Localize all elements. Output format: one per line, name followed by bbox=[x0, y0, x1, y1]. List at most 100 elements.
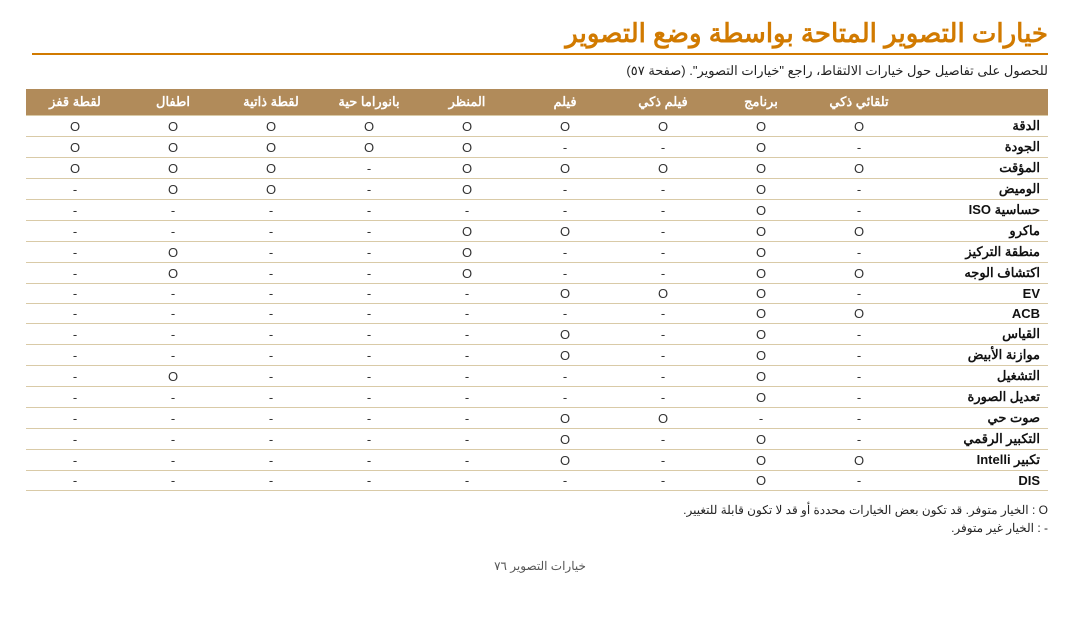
cell: O bbox=[810, 158, 908, 179]
cell: - bbox=[222, 450, 320, 471]
cell: - bbox=[418, 471, 516, 491]
cell: O bbox=[614, 158, 712, 179]
row-label: EV bbox=[908, 284, 1048, 304]
cell: O bbox=[712, 345, 810, 366]
cell: - bbox=[320, 408, 418, 429]
cell: - bbox=[222, 284, 320, 304]
cell: O bbox=[418, 137, 516, 158]
cell: O bbox=[124, 263, 222, 284]
header-col-0: تلقائي ذكي bbox=[810, 89, 908, 116]
cell: - bbox=[418, 429, 516, 450]
cell: - bbox=[222, 324, 320, 345]
cell: O bbox=[516, 345, 614, 366]
header-col-6: لقطة ذاتية bbox=[222, 89, 320, 116]
cell: - bbox=[418, 450, 516, 471]
table-row: المؤقتOOOOO-OOO bbox=[26, 158, 1048, 179]
table-row: EV-OOO----- bbox=[26, 284, 1048, 304]
cell: O bbox=[516, 221, 614, 242]
table-body: الدقةOOOOOOOOOالجودة-O--OOOOOالمؤقتOOOOO… bbox=[26, 116, 1048, 491]
cell: O bbox=[418, 116, 516, 137]
cell: - bbox=[418, 366, 516, 387]
table-row: ACBOO------- bbox=[26, 304, 1048, 324]
row-label: منطقة التركيز bbox=[908, 242, 1048, 263]
cell: - bbox=[26, 242, 124, 263]
cell: - bbox=[320, 324, 418, 345]
cell: - bbox=[26, 408, 124, 429]
cell: - bbox=[124, 345, 222, 366]
table-row: الدقةOOOOOOOOO bbox=[26, 116, 1048, 137]
table-head: تلقائي ذكي برنامج فيلم ذكي فيلم المنظر ب… bbox=[26, 89, 1048, 116]
cell: - bbox=[26, 366, 124, 387]
row-label: الوميض bbox=[908, 179, 1048, 200]
header-col-3: فيلم bbox=[516, 89, 614, 116]
cell: - bbox=[320, 471, 418, 491]
cell: O bbox=[26, 137, 124, 158]
page-root: خيارات التصوير المتاحة بواسطة وضع التصوي… bbox=[0, 0, 1080, 583]
cell: - bbox=[418, 200, 516, 221]
row-label: المؤقت bbox=[908, 158, 1048, 179]
cell: - bbox=[26, 304, 124, 324]
cell: O bbox=[418, 158, 516, 179]
cell: - bbox=[516, 242, 614, 263]
cell: O bbox=[712, 366, 810, 387]
cell: O bbox=[712, 429, 810, 450]
table-row: القياس-O-O----- bbox=[26, 324, 1048, 345]
cell: - bbox=[26, 324, 124, 345]
cell: - bbox=[810, 179, 908, 200]
cell: - bbox=[222, 221, 320, 242]
table-row: منطقة التركيز-O--O--O- bbox=[26, 242, 1048, 263]
cell: - bbox=[222, 471, 320, 491]
cell: - bbox=[810, 408, 908, 429]
cell: O bbox=[712, 200, 810, 221]
cell: - bbox=[516, 179, 614, 200]
cell: O bbox=[516, 158, 614, 179]
cell: - bbox=[614, 221, 712, 242]
cell: O bbox=[516, 116, 614, 137]
cell: O bbox=[614, 408, 712, 429]
cell: O bbox=[320, 116, 418, 137]
cell: - bbox=[320, 158, 418, 179]
cell: - bbox=[222, 429, 320, 450]
cell: - bbox=[418, 324, 516, 345]
cell: - bbox=[810, 366, 908, 387]
cell: O bbox=[418, 242, 516, 263]
cell: O bbox=[516, 429, 614, 450]
cell: - bbox=[614, 137, 712, 158]
cell: - bbox=[26, 471, 124, 491]
cell: - bbox=[26, 387, 124, 408]
cell: - bbox=[516, 387, 614, 408]
cell: O bbox=[124, 116, 222, 137]
table-row: حساسية ISO-O------- bbox=[26, 200, 1048, 221]
header-col-5: بانوراما حية bbox=[320, 89, 418, 116]
row-label: اكتشاف الوجه bbox=[908, 263, 1048, 284]
cell: - bbox=[124, 200, 222, 221]
table-row: ماكروOO-OO---- bbox=[26, 221, 1048, 242]
table-row: التكبير الرقمي-O-O----- bbox=[26, 429, 1048, 450]
cell: O bbox=[124, 179, 222, 200]
cell: - bbox=[614, 345, 712, 366]
cell: - bbox=[418, 387, 516, 408]
cell: - bbox=[26, 284, 124, 304]
cell: O bbox=[516, 284, 614, 304]
row-label: DIS bbox=[908, 471, 1048, 491]
cell: O bbox=[712, 137, 810, 158]
legend-no: - : الخيار غير متوفر. bbox=[32, 519, 1048, 537]
cell: O bbox=[810, 450, 908, 471]
cell: - bbox=[26, 221, 124, 242]
cell: O bbox=[712, 221, 810, 242]
row-label: ACB bbox=[908, 304, 1048, 324]
cell: O bbox=[810, 304, 908, 324]
options-table: تلقائي ذكي برنامج فيلم ذكي فيلم المنظر ب… bbox=[26, 89, 1048, 491]
row-label: تكبير Intelli bbox=[908, 450, 1048, 471]
cell: O bbox=[222, 137, 320, 158]
subtitle: للحصول على تفاصيل حول خيارات الالتقاط، ر… bbox=[32, 63, 1048, 79]
cell: - bbox=[516, 263, 614, 284]
row-label: موازنة الأبيض bbox=[908, 345, 1048, 366]
cell: O bbox=[222, 179, 320, 200]
header-col-1: برنامج bbox=[712, 89, 810, 116]
cell: - bbox=[222, 304, 320, 324]
cell: O bbox=[26, 116, 124, 137]
cell: O bbox=[712, 324, 810, 345]
cell: - bbox=[614, 429, 712, 450]
cell: O bbox=[712, 471, 810, 491]
